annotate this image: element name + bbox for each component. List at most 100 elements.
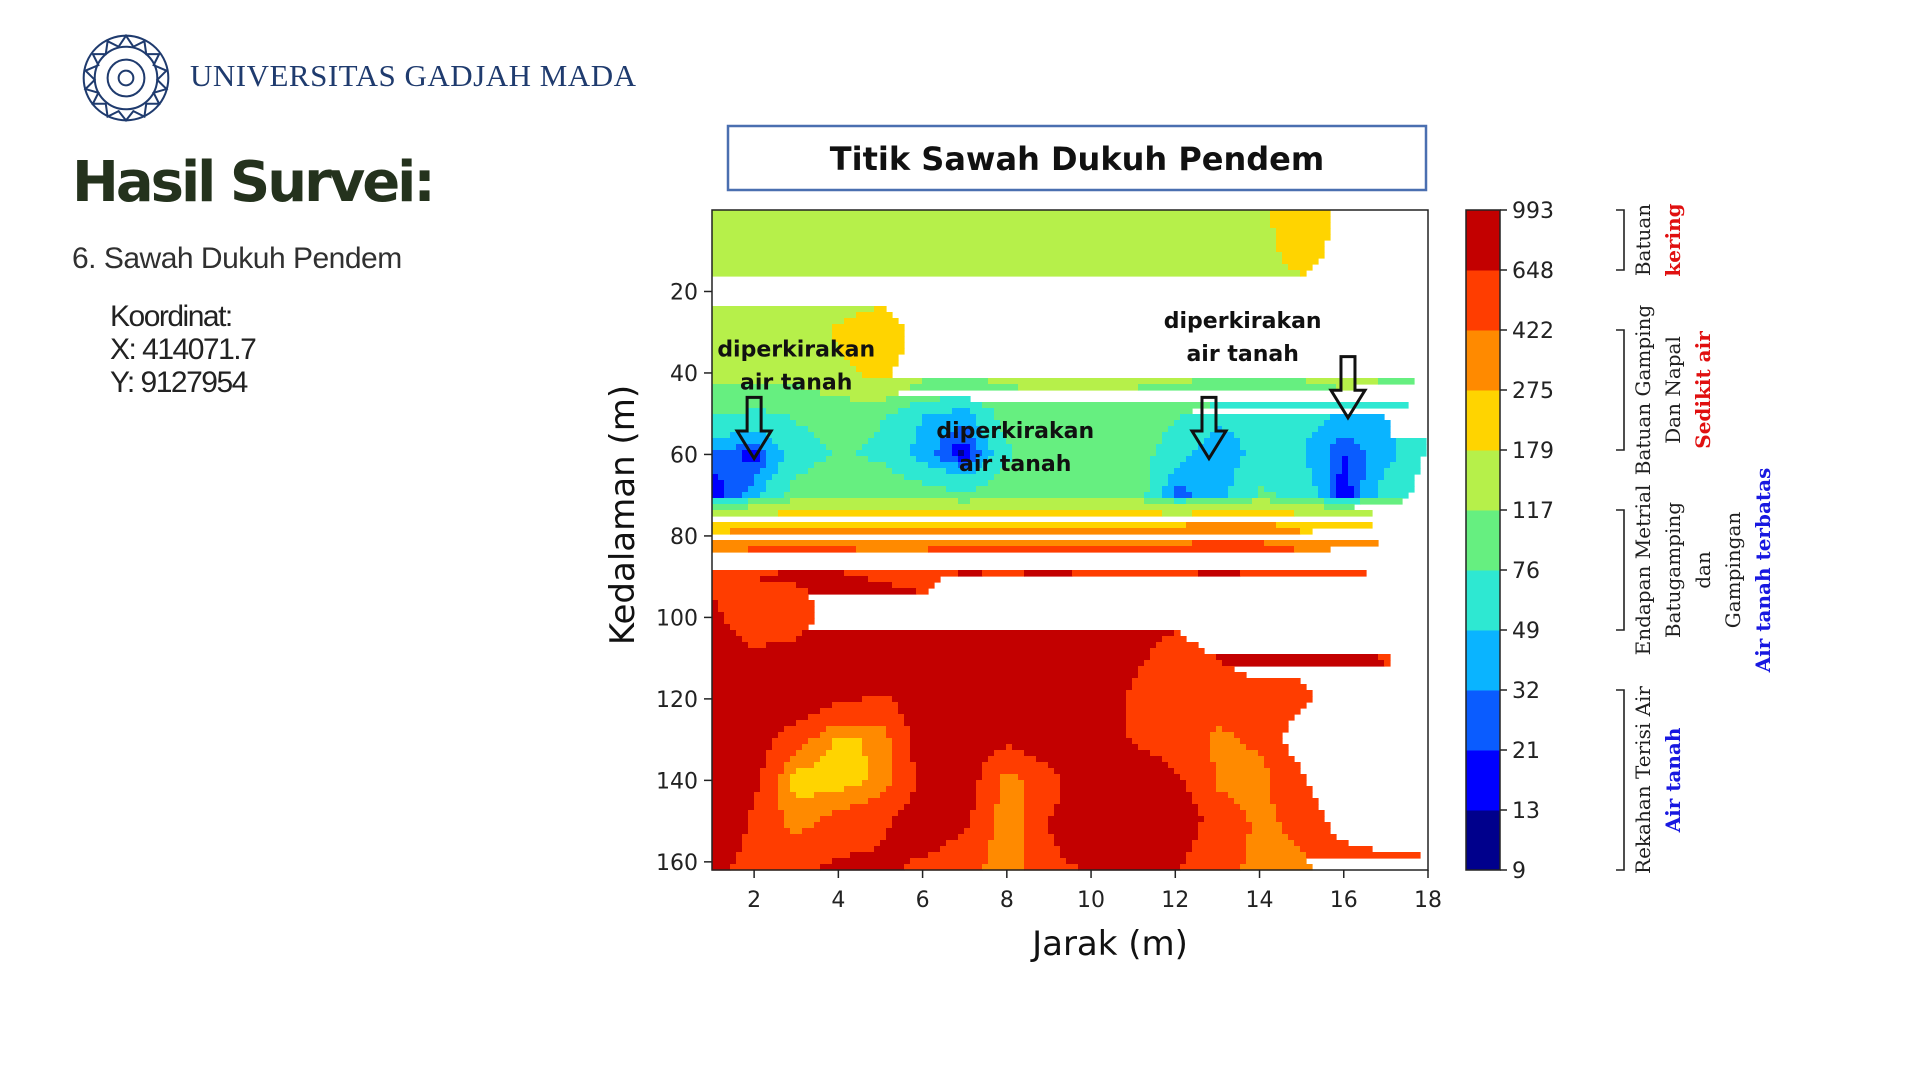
colorbar: 993 648 422 275 179 117 76 49 32 21 13 9 (1465, 199, 1554, 884)
contour-cell (958, 498, 971, 505)
contour-cell (910, 750, 995, 757)
contour-cell (1390, 462, 1421, 469)
contour-cell (1276, 240, 1325, 247)
contour-cell (712, 312, 857, 319)
contour-cell (1330, 492, 1337, 499)
contour-cell (976, 414, 995, 421)
contour-cell (1360, 480, 1379, 487)
contour-cell (1270, 786, 1313, 793)
contour-cell (712, 540, 1193, 547)
contour-cell (1126, 708, 1301, 715)
svg-text:diperkirakan: diperkirakan (936, 419, 1094, 444)
contour-cell (988, 444, 1013, 451)
colorbar-tick-label: 9 (1512, 859, 1526, 884)
contour-cell (1216, 426, 1223, 433)
slide-title: Hasil Survei: (72, 150, 436, 215)
contour-cell (1276, 234, 1331, 241)
legend-text: Dan Napal (1661, 336, 1685, 444)
contour-cell (1024, 798, 1061, 805)
x-tick-label: 6 (916, 888, 930, 913)
contour-cell (1048, 816, 1205, 823)
contour-cell (970, 432, 983, 439)
contour-cell (832, 702, 899, 709)
contour-cell (1168, 426, 1217, 433)
contour-cell (1168, 474, 1235, 481)
down-arrow-icon (734, 395, 774, 462)
contour-cell (712, 474, 719, 481)
colorbar-tick-label: 275 (1512, 379, 1554, 404)
contour-cell (1348, 480, 1361, 487)
contour-cell (712, 756, 767, 763)
contour-cell (856, 312, 893, 319)
contour-cell (784, 456, 827, 463)
contour-cell (712, 594, 809, 601)
contour-cell (748, 486, 767, 493)
contour-cell (724, 480, 755, 487)
contour-cell (712, 666, 1139, 673)
contour-cell (892, 780, 917, 787)
contour-cell (982, 402, 1211, 409)
contour-cell (1126, 726, 1217, 733)
colorbar-tick-label: 422 (1512, 319, 1554, 344)
contour-cell (712, 690, 1127, 697)
contour-cell (862, 444, 911, 451)
contour-cell (760, 576, 869, 583)
contour-cell (1252, 822, 1283, 829)
contour-cell (1060, 786, 1187, 793)
contour-cell (1012, 456, 1151, 463)
contour-cell (1330, 486, 1337, 493)
contour-cell (994, 450, 1013, 457)
contour-cell (712, 504, 749, 511)
contour-cell (712, 222, 1271, 229)
contour-cell (1192, 846, 1247, 853)
contour-cell (1132, 738, 1211, 745)
contour-cell (1000, 426, 1169, 433)
contour-cell (712, 210, 1271, 217)
contour-cell (820, 756, 869, 763)
contour-cell (712, 492, 725, 499)
contour-cell (754, 480, 767, 487)
colorbar-segment (1466, 690, 1500, 751)
contour-cell (1150, 462, 1181, 469)
contour-cell (1240, 438, 1307, 445)
contour-cell (778, 468, 809, 475)
contour-cell (1210, 402, 1409, 409)
contour-cell (712, 636, 743, 643)
contour-cell (712, 780, 761, 787)
contour-cell (946, 486, 977, 493)
contour-cell (760, 768, 785, 775)
contour-cell (1150, 750, 1211, 757)
x-tick-label: 8 (1000, 888, 1014, 913)
contour-cell (1312, 474, 1331, 481)
contour-cell (850, 360, 899, 367)
contour-cell (778, 786, 791, 793)
contour-cell (754, 792, 779, 799)
contour-cell (910, 402, 983, 409)
contour-cell (910, 726, 1127, 733)
contour-cell (760, 450, 767, 457)
contour-cell (778, 804, 851, 811)
contour-cell (730, 624, 809, 631)
contour-cell (1210, 738, 1241, 745)
contour-cell (982, 864, 1025, 871)
x-tick-label: 16 (1330, 888, 1358, 913)
contour-cell (736, 852, 851, 859)
contour-cell (1306, 852, 1421, 859)
contour-cell (1264, 486, 1319, 493)
contour-cell (778, 444, 827, 451)
contour-cell (712, 840, 743, 847)
contour-cell (1006, 462, 1151, 469)
legend-text: Batugamping (1661, 502, 1685, 638)
contour-cell (1156, 444, 1199, 451)
contour-cell (712, 684, 1133, 691)
contour-cell (1396, 438, 1427, 445)
contour-cell (784, 810, 833, 817)
contour-cell (1060, 798, 1193, 805)
contour-cell (784, 816, 821, 823)
svg-text:diperkirakan: diperkirakan (717, 338, 875, 363)
contour-cell (712, 366, 857, 373)
contour-cell (748, 816, 785, 823)
contour-cell (1258, 750, 1289, 757)
contour-cell (1348, 468, 1367, 475)
contour-cell (898, 708, 1127, 715)
